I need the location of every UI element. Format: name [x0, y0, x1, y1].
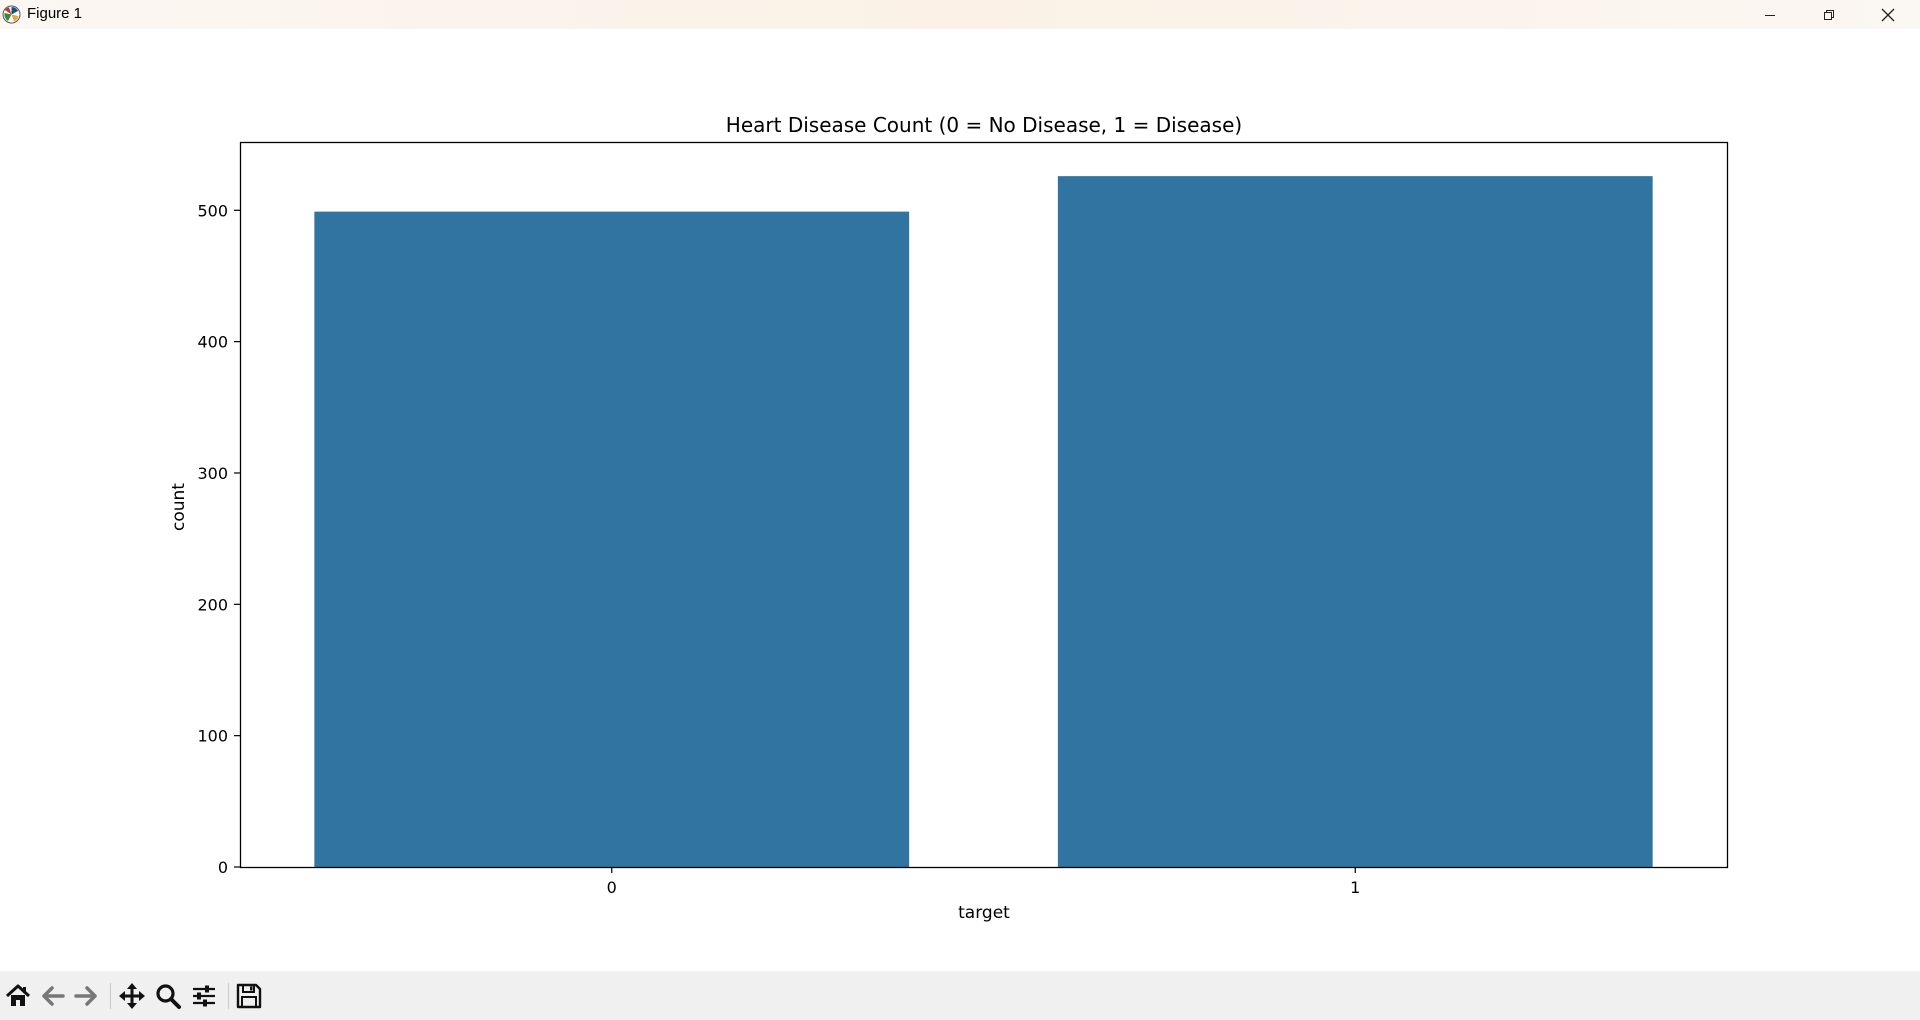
x-tick-label: 0	[607, 878, 617, 897]
bar-chart: Heart Disease Count (0 = No Disease, 1 =…	[169, 113, 1729, 923]
move-icon	[119, 983, 145, 1009]
pan-button[interactable]	[116, 980, 148, 1012]
restore-icon	[1824, 9, 1834, 20]
minimize-icon	[1765, 14, 1775, 16]
floppy-disk-icon	[236, 983, 262, 1009]
chart-title: Heart Disease Count (0 = No Disease, 1 =…	[726, 113, 1242, 137]
home-button[interactable]	[2, 980, 34, 1012]
restore-button[interactable]	[1800, 0, 1858, 29]
zoom-button[interactable]	[152, 980, 184, 1012]
bar-1	[1057, 176, 1653, 867]
x-tick-label: 1	[1350, 878, 1360, 897]
bar-0	[314, 211, 910, 868]
configure-subplots-button[interactable]	[188, 980, 220, 1012]
window-title: Figure 1	[27, 5, 83, 22]
matplotlib-logo-icon	[2, 5, 21, 24]
y-tick-label: 300	[197, 464, 228, 483]
y-tick-label: 200	[197, 595, 228, 614]
sliders-icon	[193, 985, 215, 1007]
save-button[interactable]	[233, 980, 265, 1012]
forward-button[interactable]	[70, 980, 102, 1012]
y-tick-label: 400	[197, 333, 228, 352]
navigation-toolbar	[0, 971, 1920, 1020]
toolbar-separator	[110, 983, 111, 1009]
back-button[interactable]	[37, 980, 69, 1012]
title-bar[interactable]: Figure 1	[0, 0, 1920, 29]
y-tick-label: 500	[197, 201, 228, 220]
axes-frame	[239, 141, 1729, 869]
y-axis-label: count	[169, 483, 189, 531]
close-button[interactable]	[1859, 0, 1917, 29]
toolbar-separator	[228, 983, 229, 1009]
close-icon	[1881, 8, 1895, 21]
x-axis-label: target	[958, 903, 1010, 923]
plot-canvas[interactable]: Heart Disease Count (0 = No Disease, 1 =…	[0, 29, 1920, 971]
y-tick-label: 0	[218, 858, 228, 877]
y-tick-label: 100	[197, 727, 228, 746]
home-icon	[5, 984, 31, 1006]
magnifier-icon	[156, 984, 181, 1009]
back-arrow-icon	[42, 986, 65, 1006]
minimize-button[interactable]	[1741, 0, 1799, 29]
forward-arrow-icon	[74, 986, 97, 1006]
